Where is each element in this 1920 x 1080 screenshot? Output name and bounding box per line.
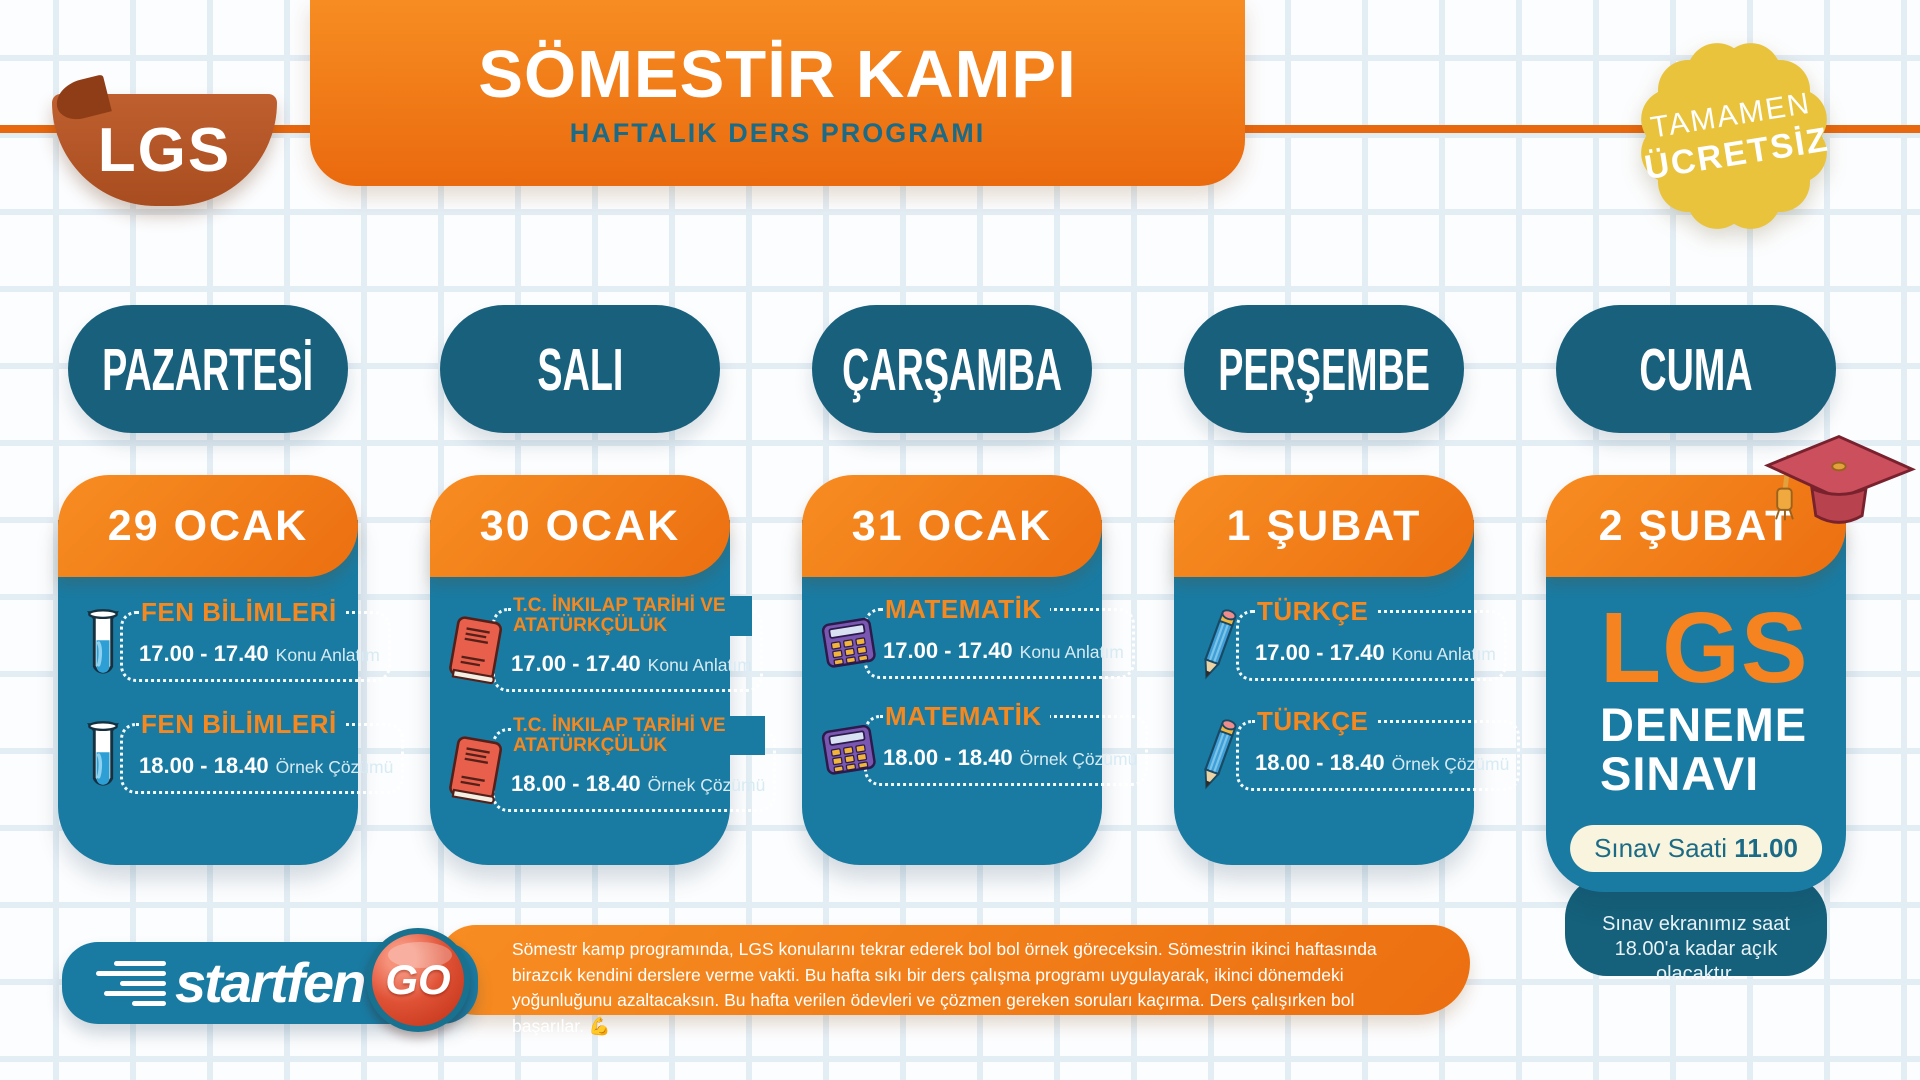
schedule-column-carsamba: MATEMATİK 17.00 - 17.40 Konu Anlatım (802, 520, 1149, 865)
lesson-box: T.C. İNKILAP TARİHİ VE ATATÜRKÇÜLÜK 17.0… (492, 596, 763, 692)
lesson-box: TÜRKÇE 18.00 - 18.40 Örnek Çözümü (1236, 707, 1521, 791)
book-icon (446, 734, 508, 806)
lesson-title: T.C. İNKILAP TARİHİ VE ATATÜRKÇÜLÜK (511, 596, 752, 636)
lgs-ribbon-badge: LGS (52, 94, 277, 206)
lesson-title: TÜRKÇE (1255, 707, 1377, 735)
lgs-ribbon-label: LGS (97, 115, 232, 185)
schedule-column-persembe: TÜRKÇE 17.00 - 17.40 Konu Anlatım (1174, 520, 1521, 865)
schedule-column-cuma: LGS DENEME SINAVI Sınav Saati 11.00 (1546, 520, 1846, 892)
free-badge-text: TAMAMEN ÜCRETSİZ (1641, 86, 1832, 187)
page-subtitle: HAFTALIK DERS PROGRAMI (569, 118, 986, 148)
day-pill-pazartesi: PAZARTESİ (68, 305, 348, 433)
exam-note: Sınav ekranımız saat 18.00'a kadar açık … (1565, 876, 1827, 985)
lesson-box: MATEMATİK 18.00 - 18.40 Örnek Çözümü (864, 702, 1149, 786)
lesson-title: T.C. İNKILAP TARİHİ VE ATATÜRKÇÜLÜK (511, 715, 766, 756)
lesson-time: 17.00 - 17.40 Konu Anlatım (139, 640, 380, 666)
lesson-time: 18.00 - 18.40 Örnek Çözümü (883, 745, 1138, 770)
graduation-cap-icon (1756, 418, 1920, 538)
lesson-item: TÜRKÇE 17.00 - 17.40 Konu Anlatım (1190, 597, 1507, 682)
exam-deneme-text: DENEME (1600, 698, 1808, 751)
footer-message-bar: Sömestr kamp programında, LGS konularını… (438, 925, 1470, 1036)
lesson-box: T.C. İNKILAP TARİHİ VE ATATÜRKÇÜLÜK 18.0… (492, 715, 777, 812)
calculator-icon (818, 721, 880, 781)
lesson-item: T.C. İNKILAP TARİHİ VE ATATÜRKÇÜLÜK 18.0… (446, 715, 777, 812)
exam-lgs-text: LGS (1600, 592, 1809, 704)
lesson-time: 17.00 - 17.40 Konu Anlatım (1255, 639, 1496, 665)
lesson-time: 17.00 - 17.40 Konu Anlatım (883, 638, 1124, 663)
exam-block: LGS DENEME SINAVI (1562, 592, 1822, 801)
lesson-item: MATEMATİK 18.00 - 18.40 Örnek Çözümü (818, 702, 1149, 786)
pencil-icon (1190, 718, 1252, 792)
lesson-time: 18.00 - 18.40 Örnek Çözümü (139, 752, 394, 778)
pencil-icon (1190, 608, 1252, 682)
day-pill-persembe: PERŞEMBE (1184, 305, 1464, 433)
lesson-box: TÜRKÇE 17.00 - 17.40 Konu Anlatım (1236, 597, 1507, 681)
lesson-item: TÜRKÇE 18.00 - 18.40 Örnek Çözümü (1190, 707, 1521, 792)
calculator-icon (818, 614, 880, 674)
date-header-29-ocak: 29 OCAK (58, 475, 358, 577)
date-header-30-ocak: 30 OCAK (430, 475, 730, 577)
exam-time-pill: Sınav Saati 11.00 (1570, 825, 1822, 872)
book-icon (446, 614, 508, 686)
schedule-column-pazartesi: FEN BİLİMLERİ 17.00 - 17.40 Konu Anlatım … (58, 520, 405, 865)
lesson-time: 17.00 - 17.40 Konu Anlatım (511, 650, 752, 676)
footer-description: Sömestr kamp programında, LGS konularını… (512, 939, 1377, 1036)
lesson-box: FEN BİLİMLERİ 17.00 - 17.40 Konu Anlatım (120, 598, 391, 682)
day-pill-carsamba: ÇARŞAMBA (812, 305, 1092, 433)
lesson-title: FEN BİLİMLERİ (139, 598, 345, 626)
lesson-box: FEN BİLİMLERİ 18.00 - 18.40 Örnek Çözümü (120, 710, 405, 794)
date-header-2-subat: 2 ŞUBAT (1546, 475, 1846, 577)
date-header-31-ocak: 31 OCAK (802, 475, 1102, 577)
startfen-logo-text: startfen (175, 951, 366, 1014)
exam-sinavi-text: SINAVI (1600, 747, 1760, 801)
go-badge: GO (366, 928, 470, 1032)
header-banner: SÖMESTİR KAMPI HAFTALIK DERS PROGRAMI (310, 0, 1245, 186)
day-pill-cuma: CUMA (1556, 305, 1836, 433)
lesson-item: FEN BİLİMLERİ 17.00 - 17.40 Konu Anlatım (74, 598, 391, 684)
test-tube-icon (74, 608, 136, 684)
lesson-title: MATEMATİK (883, 595, 1050, 624)
lesson-time: 18.00 - 18.40 Örnek Çözümü (511, 770, 766, 796)
lesson-item: FEN BİLİMLERİ 18.00 - 18.40 Örnek Çözümü (74, 710, 405, 796)
lesson-item: MATEMATİK 17.00 - 17.40 Konu Anlatım (818, 595, 1135, 679)
lesson-title: MATEMATİK (883, 702, 1050, 731)
date-header-1-subat: 1 ŞUBAT (1174, 475, 1474, 577)
lesson-time: 18.00 - 18.40 Örnek Çözümü (1255, 749, 1510, 775)
lesson-item: T.C. İNKILAP TARİHİ VE ATATÜRKÇÜLÜK 17.0… (446, 596, 763, 692)
lesson-title: TÜRKÇE (1255, 597, 1377, 625)
lesson-box: MATEMATİK 17.00 - 17.40 Konu Anlatım (864, 595, 1135, 679)
free-starburst-badge: TAMAMEN ÜCRETSİZ (1626, 28, 1842, 244)
page-title: SÖMESTİR KAMPI (478, 37, 1077, 112)
day-pill-sali: SALI (440, 305, 720, 433)
speed-lines-icon (96, 960, 166, 1006)
test-tube-icon (74, 720, 136, 796)
lesson-title: FEN BİLİMLERİ (139, 710, 345, 738)
schedule-column-sali: T.C. İNKILAP TARİHİ VE ATATÜRKÇÜLÜK 17.0… (430, 520, 777, 865)
